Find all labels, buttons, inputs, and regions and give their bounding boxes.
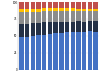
Bar (48, 22, 52, 34)
Bar (93, 9, 98, 11)
Bar (65, 11, 69, 22)
Bar (53, 33, 58, 70)
Bar (93, 2, 98, 9)
Bar (82, 2, 86, 9)
Bar (48, 11, 52, 22)
Bar (65, 33, 69, 70)
Bar (82, 32, 86, 70)
Bar (31, 9, 35, 12)
Bar (42, 8, 46, 11)
Bar (19, 9, 24, 12)
Bar (88, 2, 92, 9)
Bar (25, 24, 29, 36)
Bar (53, 11, 58, 22)
Bar (59, 22, 64, 33)
Bar (76, 9, 81, 11)
Bar (65, 22, 69, 33)
Bar (48, 8, 52, 11)
Bar (19, 12, 24, 24)
Bar (65, 8, 69, 11)
Bar (19, 24, 24, 37)
Bar (36, 2, 41, 9)
Bar (42, 35, 46, 70)
Bar (25, 36, 29, 70)
Bar (25, 9, 29, 12)
Bar (65, 2, 69, 8)
Bar (48, 34, 52, 70)
Bar (36, 9, 41, 12)
Bar (70, 8, 75, 11)
Bar (36, 35, 41, 70)
Bar (82, 11, 86, 22)
Bar (42, 11, 46, 22)
Bar (93, 21, 98, 32)
Bar (36, 12, 41, 23)
Bar (88, 31, 92, 70)
Bar (53, 2, 58, 8)
Bar (53, 8, 58, 11)
Bar (59, 2, 64, 8)
Bar (19, 2, 24, 9)
Bar (31, 36, 35, 70)
Bar (82, 9, 86, 11)
Bar (76, 2, 81, 9)
Bar (93, 11, 98, 21)
Bar (59, 11, 64, 22)
Bar (70, 22, 75, 33)
Bar (76, 32, 81, 70)
Bar (59, 33, 64, 70)
Bar (42, 2, 46, 8)
Bar (76, 21, 81, 32)
Bar (70, 11, 75, 22)
Bar (31, 2, 35, 9)
Bar (48, 2, 52, 8)
Bar (25, 12, 29, 24)
Bar (88, 9, 92, 11)
Bar (42, 22, 46, 35)
Bar (82, 22, 86, 32)
Bar (31, 23, 35, 36)
Bar (93, 32, 98, 70)
Bar (59, 8, 64, 11)
Bar (25, 2, 29, 9)
Bar (76, 11, 81, 21)
Bar (70, 33, 75, 70)
Bar (88, 21, 92, 31)
Bar (53, 22, 58, 33)
Bar (19, 37, 24, 70)
Bar (31, 12, 35, 23)
Bar (36, 23, 41, 35)
Bar (88, 11, 92, 21)
Bar (70, 2, 75, 8)
